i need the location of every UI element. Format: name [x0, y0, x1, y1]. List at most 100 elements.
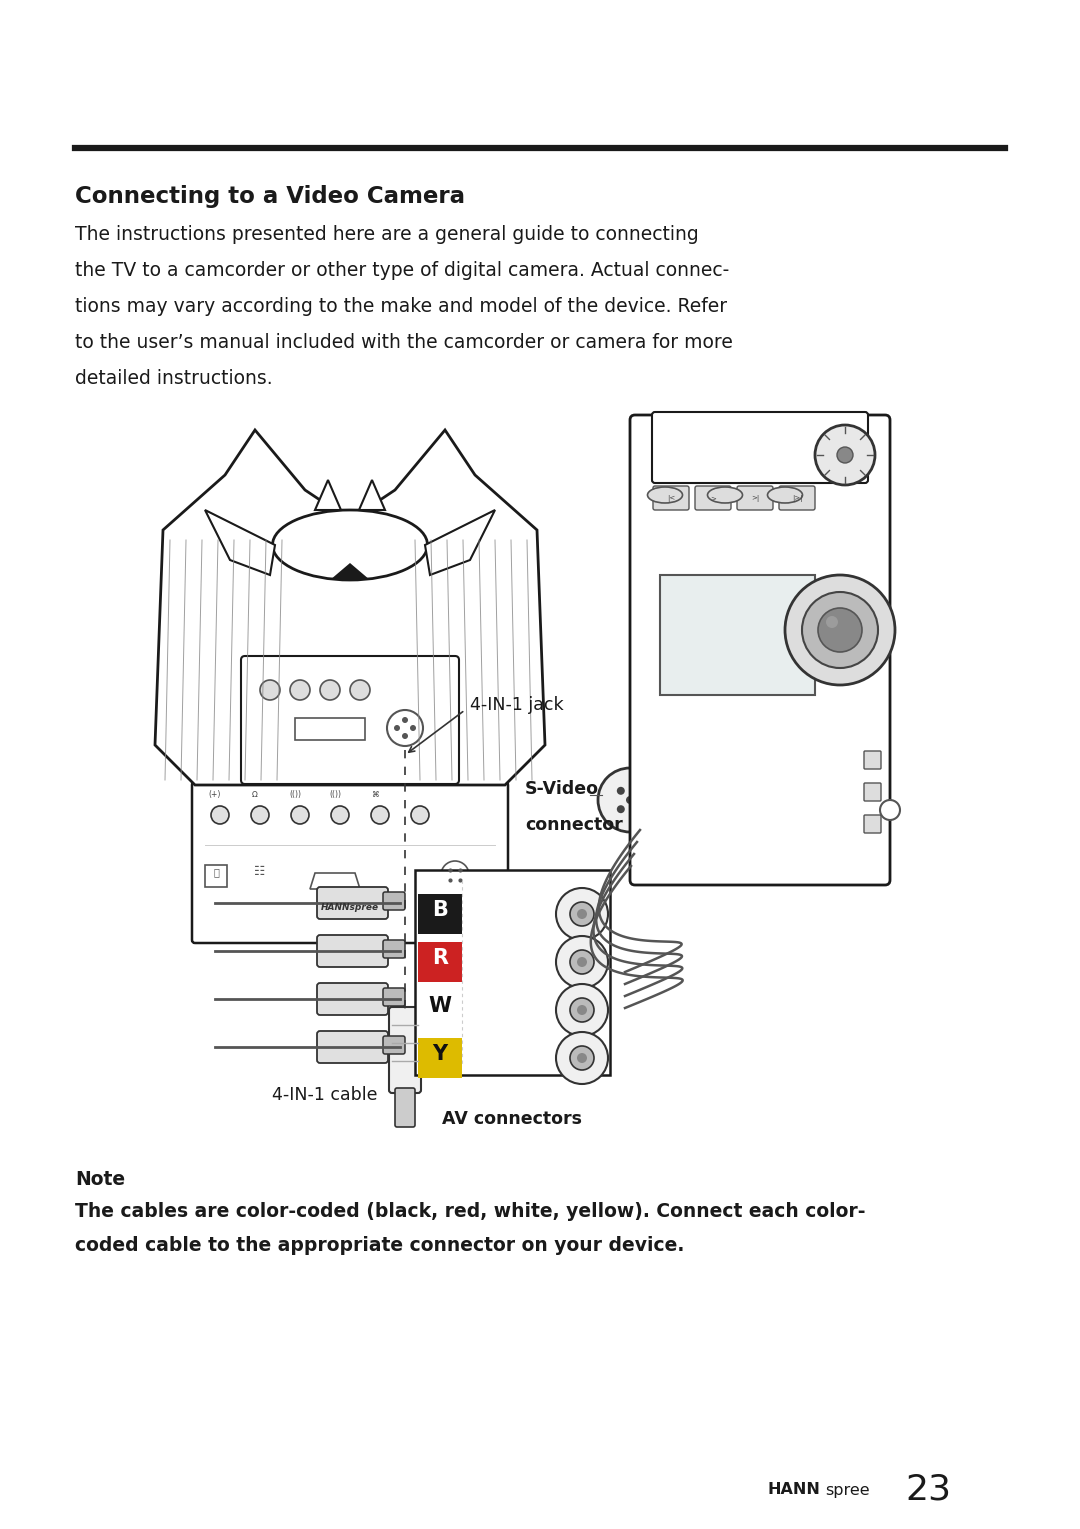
FancyBboxPatch shape [318, 936, 388, 966]
Text: ⎓: ⎓ [213, 867, 219, 878]
Circle shape [818, 609, 862, 651]
Ellipse shape [768, 488, 802, 503]
Text: (()): (()) [329, 790, 341, 800]
Circle shape [617, 787, 625, 795]
Bar [418, 989, 462, 1031]
Bar [660, 575, 815, 696]
Bar [295, 719, 365, 740]
Bar [418, 942, 462, 982]
Circle shape [410, 725, 416, 731]
Text: (+): (+) [208, 790, 221, 800]
FancyBboxPatch shape [318, 887, 388, 919]
Circle shape [837, 446, 853, 463]
Circle shape [320, 680, 340, 700]
Text: spree: spree [825, 1483, 869, 1497]
Circle shape [411, 806, 429, 824]
Circle shape [815, 425, 875, 485]
Circle shape [880, 800, 900, 820]
Circle shape [577, 957, 588, 966]
Text: The instructions presented here are a general guide to connecting: The instructions presented here are a ge… [75, 225, 699, 245]
Text: |>|: |>| [792, 494, 802, 502]
Text: ⌘: ⌘ [372, 790, 379, 800]
Text: B: B [432, 901, 448, 920]
Circle shape [577, 1005, 588, 1015]
Circle shape [577, 910, 588, 919]
FancyBboxPatch shape [318, 1031, 388, 1063]
Text: the TV to a camcorder or other type of digital camera. Actual connec-: the TV to a camcorder or other type of d… [75, 261, 729, 280]
FancyBboxPatch shape [652, 411, 868, 483]
Circle shape [577, 1053, 588, 1063]
Polygon shape [310, 873, 360, 888]
FancyBboxPatch shape [737, 486, 773, 511]
Circle shape [826, 616, 838, 628]
Circle shape [570, 902, 594, 927]
Circle shape [394, 725, 400, 731]
FancyBboxPatch shape [192, 781, 508, 943]
Circle shape [635, 787, 644, 795]
Text: (()): (()) [289, 790, 301, 800]
Bar [205, 865, 227, 887]
FancyBboxPatch shape [383, 940, 405, 959]
Text: connector: connector [525, 816, 623, 833]
FancyBboxPatch shape [696, 486, 731, 511]
Text: Y: Y [432, 1044, 447, 1064]
FancyBboxPatch shape [864, 783, 881, 801]
Polygon shape [156, 430, 545, 784]
Circle shape [570, 1046, 594, 1070]
FancyBboxPatch shape [864, 751, 881, 769]
Bar [415, 870, 610, 1075]
FancyBboxPatch shape [779, 486, 815, 511]
Polygon shape [315, 480, 341, 511]
Text: detailed instructions.: detailed instructions. [75, 368, 272, 388]
FancyBboxPatch shape [389, 1008, 421, 1093]
Text: Note: Note [75, 1170, 125, 1190]
Ellipse shape [648, 488, 683, 503]
Text: 4-IN-1 cable: 4-IN-1 cable [272, 1086, 378, 1104]
Text: The cables are color-coded (black, red, white, yellow). Connect each color-: The cables are color-coded (black, red, … [75, 1202, 865, 1222]
Circle shape [260, 680, 280, 700]
Text: |<: |< [666, 494, 675, 502]
Circle shape [556, 1032, 608, 1084]
Circle shape [251, 806, 269, 824]
Circle shape [785, 575, 895, 685]
Text: ☷: ☷ [255, 865, 266, 878]
Circle shape [556, 985, 608, 1037]
FancyBboxPatch shape [383, 988, 405, 1006]
Ellipse shape [272, 511, 428, 579]
Ellipse shape [707, 488, 743, 503]
Polygon shape [330, 563, 370, 579]
Circle shape [291, 680, 310, 700]
FancyBboxPatch shape [395, 1089, 415, 1127]
Circle shape [441, 861, 469, 888]
Text: AV connectors: AV connectors [442, 1110, 582, 1128]
Circle shape [570, 950, 594, 974]
Text: Connecting to a Video Camera: Connecting to a Video Camera [75, 185, 465, 208]
Text: S-Video: S-Video [525, 780, 599, 798]
Polygon shape [426, 511, 495, 575]
Text: 23: 23 [905, 1472, 951, 1508]
FancyBboxPatch shape [864, 815, 881, 833]
Text: >: > [710, 495, 716, 502]
FancyBboxPatch shape [241, 656, 459, 784]
Circle shape [617, 806, 625, 813]
Circle shape [330, 806, 349, 824]
Text: coded cable to the appropriate connector on your device.: coded cable to the appropriate connector… [75, 1235, 685, 1255]
FancyBboxPatch shape [318, 983, 388, 1015]
Circle shape [626, 797, 634, 804]
Circle shape [802, 592, 878, 668]
FancyBboxPatch shape [383, 891, 405, 910]
Text: tions may vary according to the make and model of the device. Refer: tions may vary according to the make and… [75, 297, 727, 317]
Circle shape [350, 680, 370, 700]
Bar [418, 894, 462, 934]
Polygon shape [359, 480, 384, 511]
Text: to the user’s manual included with the camcorder or camera for more: to the user’s manual included with the c… [75, 333, 733, 352]
Circle shape [556, 888, 608, 940]
FancyBboxPatch shape [630, 414, 890, 885]
Circle shape [598, 768, 662, 832]
Circle shape [635, 806, 644, 813]
Circle shape [556, 936, 608, 988]
Text: 4-IN-1 jack: 4-IN-1 jack [470, 696, 564, 714]
Circle shape [402, 717, 408, 723]
Text: HANN: HANN [767, 1483, 820, 1497]
Circle shape [291, 806, 309, 824]
